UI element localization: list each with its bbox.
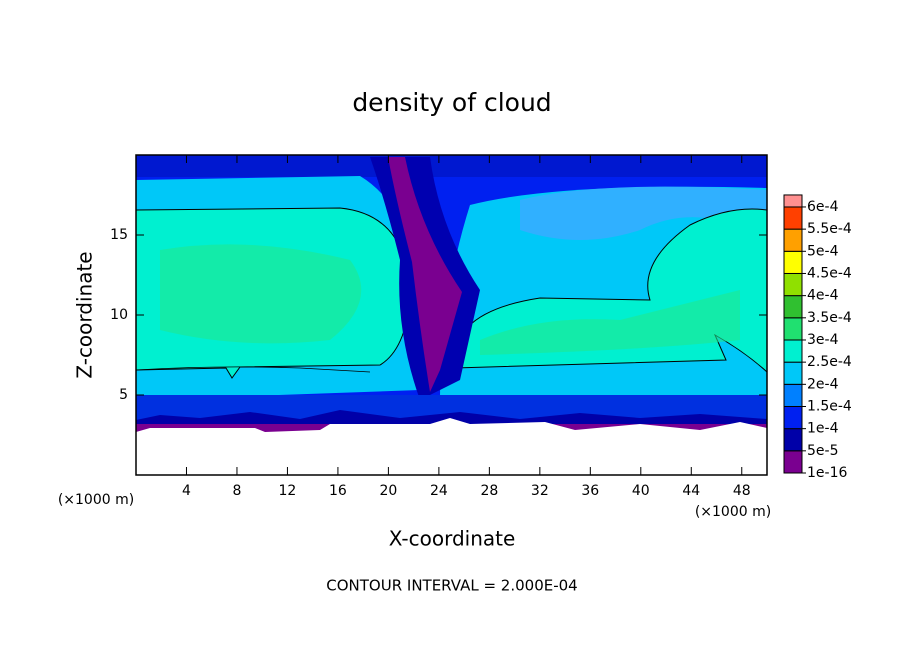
colorbar-label: 3e-4 bbox=[807, 332, 839, 348]
colorbar-label: 1.5e-4 bbox=[807, 398, 852, 414]
x-tick-label: 28 bbox=[480, 483, 498, 499]
x-tick-label: 32 bbox=[531, 483, 549, 499]
colorbar-box bbox=[783, 339, 803, 363]
colorbar-label: 2.5e-4 bbox=[807, 354, 852, 370]
colorbar-label: 3.5e-4 bbox=[807, 310, 852, 326]
x-tick-label: 48 bbox=[733, 483, 751, 499]
x-tick-label: 40 bbox=[632, 483, 650, 499]
x-tick-label: 36 bbox=[581, 483, 599, 499]
colorbar-box bbox=[783, 383, 803, 407]
colorbar-label: 5e-5 bbox=[807, 443, 838, 459]
x-tick-label: 20 bbox=[379, 483, 397, 499]
colorbar-label: 5.5e-4 bbox=[807, 221, 852, 237]
x-unit: (×1000 m) bbox=[695, 504, 771, 520]
colorbar-box bbox=[783, 450, 803, 474]
x-tick-label: 4 bbox=[182, 483, 191, 499]
footer: CONTOUR INTERVAL = 2.000E-04 bbox=[326, 577, 577, 595]
colorbar-box bbox=[783, 194, 803, 208]
y-tick-label: 15 bbox=[110, 227, 128, 243]
x-tick-label: 44 bbox=[682, 483, 700, 499]
colorbar-box bbox=[783, 206, 803, 230]
colorbar-label: 4.5e-4 bbox=[807, 265, 852, 281]
colorbar-label: 4e-4 bbox=[807, 288, 839, 304]
colorbar-label: 1e-16 bbox=[807, 465, 847, 481]
x-tick-label: 16 bbox=[329, 483, 347, 499]
contour-field bbox=[136, 155, 767, 475]
y-tick-label: 10 bbox=[110, 307, 128, 323]
y-axis-label: Z-coordinate bbox=[73, 251, 97, 378]
colorbar-label: 2e-4 bbox=[807, 376, 839, 392]
colorbar-label: 5e-4 bbox=[807, 243, 839, 259]
x-axis-label: X-coordinate bbox=[389, 527, 516, 551]
x-unit: (×1000 m) bbox=[58, 492, 134, 508]
colorbar-box bbox=[783, 295, 803, 319]
colorbar-box bbox=[783, 228, 803, 252]
colorbar-box bbox=[783, 428, 803, 452]
x-tick-label: 8 bbox=[232, 483, 241, 499]
x-tick-label: 12 bbox=[279, 483, 297, 499]
colorbar-box bbox=[783, 361, 803, 385]
chart-title: density of cloud bbox=[352, 88, 551, 117]
colorbar-box bbox=[783, 405, 803, 430]
colorbar-box bbox=[783, 317, 803, 341]
y-tick-label: 5 bbox=[119, 387, 128, 403]
colorbar-label: 6e-4 bbox=[807, 199, 839, 215]
colorbar-box bbox=[783, 272, 803, 297]
colorbar-label: 1e-4 bbox=[807, 421, 839, 437]
colorbar-box bbox=[783, 250, 803, 274]
x-tick-label: 24 bbox=[430, 483, 448, 499]
